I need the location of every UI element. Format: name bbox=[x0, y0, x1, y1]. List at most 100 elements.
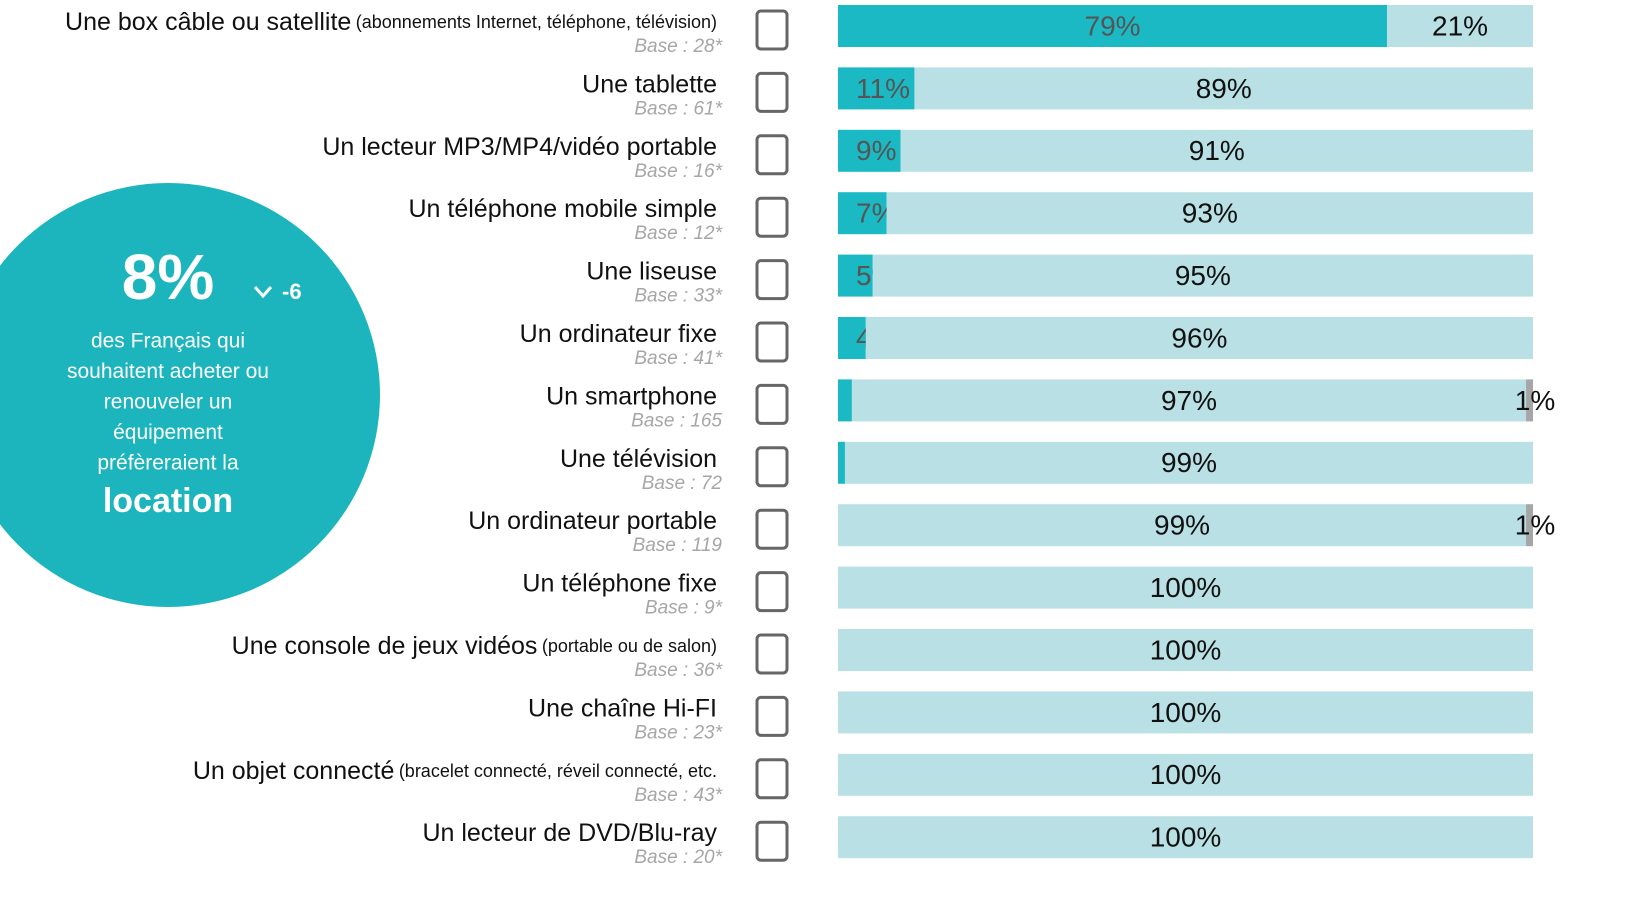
bar-segment bbox=[838, 317, 866, 359]
category-name: Un lecteur MP3/MP4/vidéo portable bbox=[322, 132, 717, 160]
base-label: Base : 9* bbox=[645, 598, 723, 619]
callout-line: souhaitent acheter ou bbox=[67, 360, 269, 383]
category-name: Un ordinateur fixe bbox=[520, 320, 717, 348]
callout-line: renouveler un bbox=[104, 391, 232, 414]
bar-segment bbox=[838, 691, 1533, 734]
value-label: 1% bbox=[1515, 385, 1555, 416]
icon bbox=[755, 9, 789, 51]
value-label: 95% bbox=[1175, 260, 1231, 291]
category-label: Un téléphone fixe bbox=[522, 569, 717, 597]
category-label: Un objet connecté (bracelet connecté, ré… bbox=[193, 756, 717, 784]
base-label: Base : 23* bbox=[634, 722, 722, 743]
icon bbox=[755, 633, 789, 675]
value-label: 89% bbox=[1196, 73, 1252, 104]
callout-line: préfèreraient la bbox=[97, 452, 239, 475]
category-name: Une box câble ou satellite bbox=[65, 8, 351, 36]
base-label: Base : 61* bbox=[634, 98, 722, 119]
bar-segment bbox=[851, 379, 1527, 422]
category-label: Un ordinateur fixe bbox=[520, 320, 717, 348]
bar-segment bbox=[900, 129, 1533, 172]
value-label: 100% bbox=[1150, 572, 1222, 603]
bar-segment bbox=[838, 67, 915, 110]
callout-emphasis: location bbox=[103, 482, 233, 520]
value-label: 99% bbox=[1161, 447, 1217, 478]
base-label: Base : 33* bbox=[634, 286, 722, 307]
category-label: Un ordinateur portable bbox=[468, 507, 717, 535]
icon bbox=[755, 508, 789, 550]
bar-segment bbox=[886, 192, 1533, 235]
bar-segment bbox=[838, 629, 1533, 671]
bar-segment bbox=[914, 67, 1533, 110]
category-label: Une console de jeux vidéos (portable ou … bbox=[232, 632, 717, 660]
bar-segment bbox=[838, 504, 1527, 547]
value-label: 99% bbox=[1154, 510, 1210, 541]
icon bbox=[755, 71, 789, 113]
base-label: Base : 36* bbox=[634, 660, 722, 681]
category-name: Un objet connecté bbox=[193, 756, 395, 784]
value-label: 21% bbox=[1432, 10, 1488, 41]
bar-segment bbox=[838, 441, 845, 484]
callout-line: des Français qui bbox=[91, 330, 245, 353]
bar-segment bbox=[838, 254, 873, 297]
base-label: Base : 20* bbox=[634, 847, 722, 868]
category-name: Un ordinateur portable bbox=[468, 507, 717, 535]
base-label: Base : 41* bbox=[634, 348, 722, 369]
icon bbox=[755, 134, 789, 176]
bar-segment bbox=[838, 379, 852, 422]
value-label: 93% bbox=[1182, 198, 1238, 229]
callout-arrow bbox=[253, 286, 273, 299]
icon bbox=[755, 446, 789, 488]
bar-segment bbox=[1526, 504, 1533, 547]
icon bbox=[755, 695, 789, 737]
base-label: Base : 28* bbox=[634, 36, 722, 57]
icon bbox=[755, 259, 789, 301]
bar-segment bbox=[838, 192, 887, 235]
bar-segment bbox=[1387, 5, 1533, 47]
category-note: (abonnements Internet, téléphone, télévi… bbox=[356, 12, 717, 32]
base-label: Base : 12* bbox=[634, 223, 722, 244]
category-note: (portable ou de salon) bbox=[542, 636, 717, 656]
value-label: 100% bbox=[1150, 697, 1222, 728]
callout-bubble bbox=[0, 183, 380, 607]
category-name: Un téléphone mobile simple bbox=[408, 195, 717, 223]
bar-segment bbox=[838, 816, 1533, 859]
value-label: 79% bbox=[1085, 10, 1141, 41]
value-label: 91% bbox=[1189, 135, 1245, 166]
base-label: Base : 72 bbox=[642, 473, 723, 494]
category-note: (bracelet connecté, réveil connecté, etc… bbox=[399, 761, 717, 781]
icon bbox=[755, 321, 789, 363]
value-label: 97% bbox=[1161, 385, 1217, 416]
category-name: Un smartphone bbox=[546, 382, 717, 410]
bar-segment bbox=[838, 5, 1388, 47]
value-label: 100% bbox=[1150, 634, 1222, 665]
category-name: Une liseuse bbox=[586, 257, 717, 285]
category-label: Une liseuse bbox=[586, 257, 717, 285]
category-label: Une chaîne Hi-FI bbox=[528, 694, 717, 722]
bar-segment bbox=[838, 566, 1533, 609]
bar-segment bbox=[865, 317, 1533, 359]
category-label: Une box câble ou satellite (abonnements … bbox=[65, 8, 717, 36]
base-label: Base : 43* bbox=[634, 785, 722, 806]
callout-value: 8% bbox=[122, 241, 215, 313]
callout-change: -6 bbox=[282, 279, 302, 304]
icon bbox=[755, 820, 789, 862]
category-name: Un lecteur de DVD/Blu-ray bbox=[422, 819, 717, 847]
category-label: Une télévision bbox=[560, 444, 717, 472]
value-label: 11% bbox=[856, 73, 910, 104]
category-name: Un téléphone fixe bbox=[522, 569, 717, 597]
category-name: Une chaîne Hi-FI bbox=[528, 694, 717, 722]
value-label: 100% bbox=[1150, 759, 1222, 790]
icon bbox=[755, 758, 789, 800]
base-label: Base : 16* bbox=[634, 161, 722, 182]
category-label: Un lecteur MP3/MP4/vidéo portable bbox=[322, 132, 717, 160]
category-label: Un smartphone bbox=[546, 382, 717, 410]
category-name: Une télévision bbox=[560, 444, 717, 472]
bar-segment bbox=[844, 441, 1533, 484]
value-label: 96% bbox=[1171, 322, 1227, 353]
value-label: 1% bbox=[1515, 510, 1555, 541]
base-label: Base : 165 bbox=[631, 410, 722, 431]
bar-segment bbox=[838, 129, 901, 172]
value-label: 100% bbox=[1150, 822, 1222, 853]
category-name: Une tablette bbox=[582, 70, 717, 98]
